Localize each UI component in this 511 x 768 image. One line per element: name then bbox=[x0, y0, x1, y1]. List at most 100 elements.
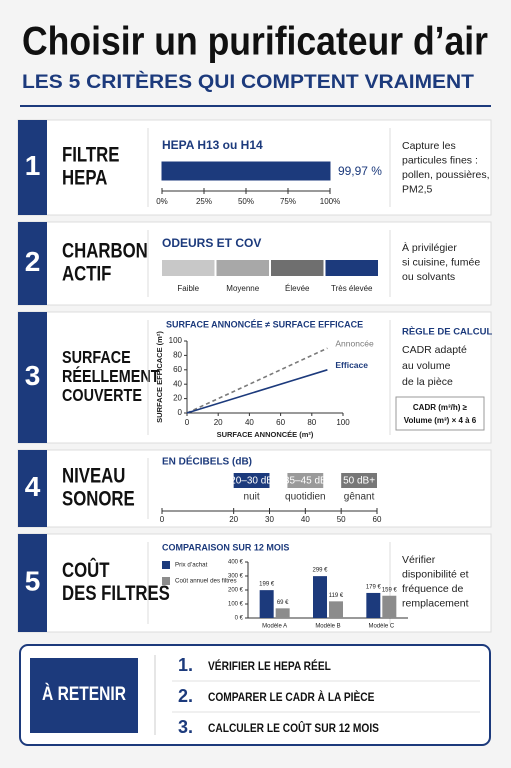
note-text: particules fines : bbox=[402, 154, 478, 166]
note-text: remplacement bbox=[402, 597, 469, 609]
chart-title: COMPARAISON SUR 12 MOIS bbox=[162, 542, 289, 552]
bar bbox=[162, 162, 330, 180]
scale-label: Élevée bbox=[285, 284, 310, 293]
y-tick-label: 40 bbox=[173, 379, 182, 388]
x-tick-label: Modèle B bbox=[315, 624, 340, 630]
x-tick-label: 0 bbox=[160, 515, 165, 524]
item-number: 1. bbox=[178, 655, 193, 675]
y-tick-label: 20 bbox=[173, 394, 182, 403]
bar bbox=[275, 608, 290, 618]
note-text: À privilégier bbox=[402, 241, 457, 254]
range-label: 35–45 dB bbox=[284, 476, 327, 487]
x-tick-label: 80 bbox=[307, 418, 316, 427]
note-text: Capture les bbox=[402, 140, 456, 152]
x-tick-label: Modèle A bbox=[262, 624, 287, 630]
y-tick-label: 100 bbox=[169, 336, 183, 345]
x-tick-label: 60 bbox=[276, 418, 285, 427]
criterion-title: COÛT bbox=[62, 558, 110, 582]
value-label: 179 € bbox=[366, 585, 382, 591]
criterion-card bbox=[17, 533, 492, 633]
page-subtitle: LES 5 CRITÈRES QUI COMPTENT VRAIMENT bbox=[22, 71, 474, 93]
retain-badge bbox=[30, 658, 138, 733]
formula-text: Volume (m³) × 4 à 6 bbox=[404, 416, 477, 425]
scale-label: Moyenne bbox=[226, 284, 259, 293]
criterion-title: FILTRE bbox=[62, 144, 120, 167]
x-tick-label: 100 bbox=[336, 418, 350, 427]
number-stripe bbox=[18, 222, 47, 305]
note-text: fréquence de bbox=[402, 583, 463, 595]
rule-text: de la pièce bbox=[402, 376, 453, 388]
scale-label: Faible bbox=[177, 284, 199, 293]
y-axis-label: SURFACE EFFICACE (m²) bbox=[155, 331, 164, 423]
x-tick-label: 50% bbox=[238, 197, 254, 206]
chart-title: EN DÉCIBELS (dB) bbox=[162, 455, 252, 468]
bar bbox=[382, 595, 397, 618]
value-label: 299 € bbox=[312, 568, 328, 574]
legend-label: Prix d’achat bbox=[175, 562, 208, 569]
criterion-title: ACTIF bbox=[62, 263, 111, 286]
x-tick-label: 100% bbox=[320, 197, 340, 206]
item-number: 3. bbox=[178, 717, 193, 737]
x-tick-label: 20 bbox=[214, 418, 223, 427]
x-tick-label: Modèle C bbox=[368, 624, 394, 630]
y-tick-label: 80 bbox=[173, 351, 182, 360]
note-text: Vérifier bbox=[402, 554, 436, 566]
criterion-title: SURFACE bbox=[62, 348, 131, 368]
series-line bbox=[186, 347, 328, 414]
chart-title: SURFACE ANNONCÉE ≠ SURFACE EFFICACE bbox=[166, 319, 363, 329]
criterion-title: RÉELLEMENT bbox=[62, 366, 160, 387]
criterion-number: 2 bbox=[25, 246, 41, 277]
y-tick-label: 400 € bbox=[228, 560, 244, 566]
y-tick-label: 100 € bbox=[228, 602, 244, 608]
legend-swatch bbox=[162, 561, 170, 569]
value-label: 69 € bbox=[277, 600, 289, 606]
y-tick-label: 0 € bbox=[235, 616, 244, 622]
criterion-title: CHARBON bbox=[62, 240, 148, 263]
x-tick-label: 0% bbox=[156, 197, 168, 206]
y-tick-label: 0 bbox=[178, 408, 183, 417]
item-text: CALCULER LE COÛT SUR 12 MOIS bbox=[208, 721, 379, 735]
y-tick-label: 200 € bbox=[228, 588, 244, 594]
rule-title: RÈGLE DE CALCUL bbox=[402, 327, 492, 338]
number-stripe bbox=[18, 534, 47, 632]
x-axis-label: SURFACE ANNONCÉE (m²) bbox=[217, 430, 314, 439]
legend-label: Coût annuel des filtres bbox=[175, 578, 237, 585]
item-number: 2. bbox=[178, 686, 193, 706]
scale-segment bbox=[271, 260, 324, 276]
range-caption: nuit bbox=[244, 492, 260, 503]
rule-text: CADR adapté bbox=[402, 344, 467, 356]
note-text: pollen, poussières, bbox=[402, 169, 490, 181]
retain-title: À RETENIR bbox=[42, 683, 126, 705]
criterion-title: NIVEAU bbox=[62, 465, 125, 488]
number-stripe bbox=[18, 450, 47, 527]
chart-title: HEPA H13 ou H14 bbox=[162, 138, 263, 152]
item-text: VÉRIFIER LE HEPA RÉEL bbox=[208, 659, 331, 673]
series-label: Efficace bbox=[335, 360, 368, 370]
x-tick-label: 40 bbox=[301, 515, 310, 524]
rule-text: au volume bbox=[402, 360, 451, 372]
scale-label: Très élevée bbox=[331, 284, 373, 293]
value-label: 99,97 % bbox=[338, 164, 382, 178]
range-bar bbox=[233, 473, 270, 488]
range-caption: quotidien bbox=[285, 492, 326, 503]
scale-segment bbox=[325, 260, 378, 276]
value-label: 199 € bbox=[259, 582, 275, 588]
series-label: Annoncée bbox=[335, 338, 374, 348]
note-text: PM2,5 bbox=[402, 183, 433, 195]
value-label: 159 € bbox=[382, 587, 398, 593]
x-tick-label: 40 bbox=[245, 418, 254, 427]
range-label: 20–30 dB bbox=[230, 476, 273, 487]
legend-swatch bbox=[162, 577, 170, 585]
criterion-number: 4 bbox=[25, 471, 41, 502]
range-label: 50 dB+ bbox=[343, 476, 375, 487]
bar bbox=[313, 576, 327, 618]
bar bbox=[259, 590, 274, 618]
note-text: si cuisine, fumée bbox=[402, 256, 480, 268]
series-line bbox=[186, 369, 328, 414]
bar bbox=[366, 592, 381, 618]
x-tick-label: 60 bbox=[373, 515, 382, 524]
range-bar bbox=[287, 473, 324, 488]
formula-box bbox=[395, 396, 485, 431]
